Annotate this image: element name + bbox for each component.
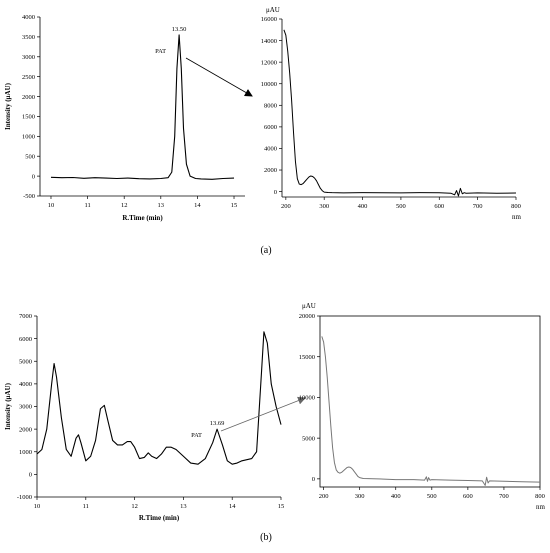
chromatogram-2-y-tick-label: 3000 [19,404,32,411]
spectrum-2-x-tick-label: 200 [319,493,329,500]
panel-label-2: (b) [260,532,272,543]
chromatogram-2-y-axis-label: Intensity (μAU) [4,382,12,430]
spectrum-2-y-tick-label: 10000 [299,395,315,402]
chromatogram-1-y-tick-label: 1500 [22,114,35,121]
spectrum-2-axes: 200 300 400 500 600 700 800 0 5000 10000 15000 2000… [299,313,545,500]
spectrum-2-frame [319,315,541,488]
chromatogram-2-y-tick-label: 4000 [19,381,32,388]
chromatogram-1-y-axis-label: Intensity (μAU) [4,82,12,130]
chromatogram-2-x-tick-label: 11 [83,503,89,510]
spectrum-2-x-tick-label: 800 [535,493,545,500]
spectrum-1-y-tick-label: 16000 [261,16,277,23]
spectrum-2-y-tick-label: 5000 [302,435,315,442]
chromatogram-1-axes: 10 11 12 13 14 15 -500 0 500 1000 1500 2000 2500 3000… [22,14,245,209]
chromatogram-2-x-tick-label: 10 [34,503,41,510]
chromatogram-2-y-tick-label: -1000 [17,494,32,501]
spectrum-1-x-tick-label: 200 [281,203,291,210]
spectrum-1-x-tick-label: 600 [434,203,444,210]
chromatogram-1-y-tick-label: -500 [23,193,35,200]
spectrum-2-x-axis-label: nm [536,503,546,511]
chromatogram-2-y-tick-label: 2000 [19,426,32,433]
spectrum-1-series-line [283,29,517,197]
spectrum-1-unit-label: μAU [266,6,280,14]
chromatogram-1-y-tick-label: 2500 [22,74,35,81]
spectrum-1-y-tick-label: 0 [274,189,277,196]
chromatogram-1-y-tick-label: 3000 [22,54,35,61]
chromatogram-1-x-tick-label: 12 [121,202,128,209]
chromatogram-2-y-tick-label: 7000 [19,313,32,320]
chromatogram-2-x-tick-label: 15 [278,503,285,510]
pat-annotation-1: PAT [155,48,166,55]
chromatogram-1-y-tick-label: 2000 [22,94,35,101]
peak-retention-label-1: 13.50 [172,26,187,33]
chromatogram-1-y-tick-label: 1000 [22,134,35,141]
spectrum-2-unit-label: μAU [302,302,316,310]
spectrum-1-axes: 200 300 400 500 600 700 8000200040006000800010… [261,16,521,210]
pat-arrow-1 [185,57,253,97]
chromatogram-2-series-line [36,331,282,465]
chromatogram-1-x-tick-label: 11 [84,202,90,209]
spectrum-2-y-tick-label: 20000 [299,313,315,320]
spectrum-2-y-tick-label: 0 [312,476,315,483]
panel-label-1: (a) [260,245,271,256]
chromatogram-2-x-axis-label: R.Time (min) [139,514,180,522]
spectrum-2-x-tick-label: 600 [463,493,473,500]
chromatogram-1-x-tick-label: 15 [231,202,238,209]
spectrum-1-y-tick-label: 8000 [264,103,277,110]
spectrum-2-series-line [321,336,541,486]
spectrum-1-y-tick-label: 2000 [264,167,277,174]
spectrum-2-x-tick-label: 300 [355,493,365,500]
spectrum-1-x-tick-label: 300 [319,203,329,210]
spectrum-2-x-tick-label: 400 [391,493,401,500]
chromatogram-1-y-tick-label: 0 [32,173,35,180]
pat-annotation-2: PAT [191,432,202,439]
chromatogram-2-x-tick-label: 13 [180,503,187,510]
chart-layer: 10 11 12 13 14 15-500050010001500200025003000… [4,6,546,543]
peak-retention-label-2: 13.69 [210,420,225,427]
spectrum-1-y-tick-label: 10000 [261,81,277,88]
chromatogram-2-x-tick-label: 14 [229,503,236,510]
chromatogram-2-y-tick-label: 6000 [19,336,32,343]
chromatogram-2-x-tick-label: 12 [131,503,138,510]
chromatogram-1-series-line [50,34,235,180]
pat-arrow-2 [220,396,306,432]
chromatogram-2-y-tick-label: 0 [29,472,32,479]
spectrum-1-x-tick-label: 400 [358,203,368,210]
chromatogram-1-x-tick-label: 10 [48,202,55,209]
spectrum-2-x-tick-label: 500 [427,493,437,500]
chromatogram-1-x-tick-label: 14 [194,202,201,209]
spectrum-1-y-tick-label: 6000 [264,124,277,131]
chromatogram-1-y-tick-label: 3500 [22,34,35,41]
spectrum-1-y-tick-label: 12000 [261,59,277,66]
spectrum-1-x-axis-label: nm [512,213,522,221]
chromatogram-2-y-tick-label: 5000 [19,358,32,365]
spectrum-2-y-tick-label: 15000 [299,354,315,361]
spectrum-1-x-tick-label: 700 [473,203,483,210]
spectrum-1-x-tick-label: 500 [396,203,406,210]
chromatogram-1-y-tick-label: 500 [25,153,35,160]
chromatogram-1-x-tick-label: 13 [158,202,165,209]
chromatogram-1-y-tick-label: 4000 [22,14,35,21]
chromatogram-2-axes: 10 11 12 13 14 15 -1000 0 1000 2000 3000 4000 5000 60… [17,313,284,510]
spectrum-1-y-tick-label: 14000 [261,38,277,45]
spectrum-1-y-tick-label: 4000 [264,146,277,153]
chromatogram-2-y-tick-label: 1000 [19,449,32,456]
spectrum-1-x-tick-label: 800 [511,203,521,210]
chromatogram-1-x-axis-label: R.Time (min) [122,214,163,222]
spectrum-2-x-tick-label: 700 [499,493,509,500]
